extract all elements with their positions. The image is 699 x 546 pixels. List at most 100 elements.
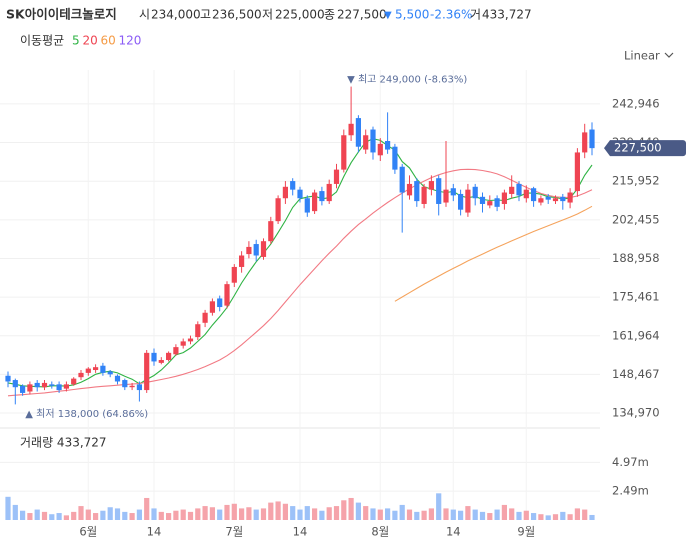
volume-bar xyxy=(34,509,40,520)
volume-bar xyxy=(333,506,340,520)
candle-body xyxy=(93,367,99,371)
candle-body xyxy=(479,196,486,204)
volume-bar xyxy=(187,511,194,520)
volume-bar xyxy=(71,511,77,520)
candle-body xyxy=(399,166,405,193)
change-arrow: ▼ xyxy=(384,10,392,21)
candle-body xyxy=(545,196,551,200)
volume-bar xyxy=(49,514,55,520)
x-tick-label: 14 xyxy=(293,525,308,539)
volume-bar xyxy=(450,509,456,520)
candle-body xyxy=(487,201,493,206)
volume-bar xyxy=(479,511,486,520)
volume-bar xyxy=(443,508,449,520)
candle-body xyxy=(49,384,55,386)
candle-body xyxy=(166,352,172,361)
volume-bar xyxy=(56,513,62,520)
x-tick-label: 9월 xyxy=(517,525,535,539)
label: 시 xyxy=(139,8,150,22)
candle-body xyxy=(180,341,186,346)
candle-body xyxy=(202,312,208,323)
candle-body xyxy=(450,188,456,196)
volume-bar xyxy=(501,504,507,520)
volume-bar xyxy=(392,510,398,520)
volume-bar xyxy=(385,508,391,520)
candle-body xyxy=(71,378,77,385)
value: 236,500 xyxy=(212,8,262,22)
volume-bar xyxy=(465,506,471,520)
candle-body xyxy=(472,186,478,199)
ma-legend-item: 120 xyxy=(119,34,142,48)
candle-body xyxy=(34,382,40,388)
volume-bar xyxy=(567,514,573,520)
candle-body xyxy=(589,129,595,149)
label: 거 xyxy=(470,8,481,22)
value: 234,000 xyxy=(151,8,201,22)
candle-body xyxy=(282,186,288,199)
candle-body xyxy=(501,192,507,204)
volume-bar xyxy=(494,509,500,520)
scale-mode[interactable]: Linear xyxy=(624,49,660,63)
volume-bar xyxy=(231,503,237,520)
candle-body xyxy=(297,189,303,199)
y-tick-label: 202,455 xyxy=(612,212,660,226)
ma-legend-item: 60 xyxy=(101,34,116,48)
candle-body xyxy=(560,196,566,202)
volume-bar xyxy=(560,511,566,520)
volume-bar xyxy=(531,513,537,520)
x-tick-label: 7월 xyxy=(225,525,243,539)
candle-body xyxy=(574,152,580,192)
candle-body xyxy=(392,146,398,170)
candle-body xyxy=(443,189,449,203)
volume-bar xyxy=(268,502,274,520)
volume-bar xyxy=(41,511,48,520)
candle-body xyxy=(56,384,62,391)
volume-bar xyxy=(414,511,420,520)
volume-bar xyxy=(85,509,91,520)
volume-bar xyxy=(260,508,267,520)
candle-body xyxy=(567,192,573,203)
volume-bar xyxy=(319,510,325,520)
header: SK아이이테크놀로지 시 234,000 고 236,500 저 225,000… xyxy=(6,7,532,48)
volume-bar xyxy=(399,504,405,520)
volume-bar xyxy=(297,509,303,520)
candle-body xyxy=(421,186,427,204)
candle-body xyxy=(253,244,259,256)
scale-toggle[interactable]: Linear xyxy=(624,49,674,63)
candle-body xyxy=(436,178,442,204)
volume-bar xyxy=(107,507,113,520)
candle-body xyxy=(355,118,361,147)
volume-bar xyxy=(348,497,354,520)
volume-bar xyxy=(122,511,128,520)
ma-title: 이동평균 xyxy=(20,34,64,48)
candle-body xyxy=(465,189,471,213)
candle-body xyxy=(122,380,128,388)
volume-bar xyxy=(158,511,164,520)
candle-body xyxy=(552,198,559,202)
volume-bar xyxy=(5,496,11,520)
value: 433,727 xyxy=(482,8,532,22)
candle-body xyxy=(85,368,91,373)
volume-bar xyxy=(144,497,150,520)
y-tick-label: 175,461 xyxy=(612,290,660,304)
candle-body xyxy=(312,192,318,212)
volume-bar xyxy=(458,510,464,520)
volume-bar xyxy=(114,508,121,520)
stock-name: SK아이이테크놀로지 xyxy=(6,7,117,22)
candle-body xyxy=(231,266,237,283)
volume-bar xyxy=(363,506,369,520)
candle-body xyxy=(290,181,296,190)
ma-legend-item: 20 xyxy=(83,34,98,48)
candle-body xyxy=(12,380,18,388)
volume-bar xyxy=(574,508,580,520)
candle-body xyxy=(275,198,281,222)
volume-tick-label: 4.97m xyxy=(612,455,649,469)
volume-bar xyxy=(202,506,208,520)
candle-body xyxy=(20,385,26,393)
candle-body xyxy=(78,372,84,378)
candle-body xyxy=(41,382,48,388)
candle-body xyxy=(348,123,354,136)
min-annotation: ▲ 최저 138,000 (64.86%) xyxy=(25,408,148,420)
candle-body xyxy=(531,188,537,202)
